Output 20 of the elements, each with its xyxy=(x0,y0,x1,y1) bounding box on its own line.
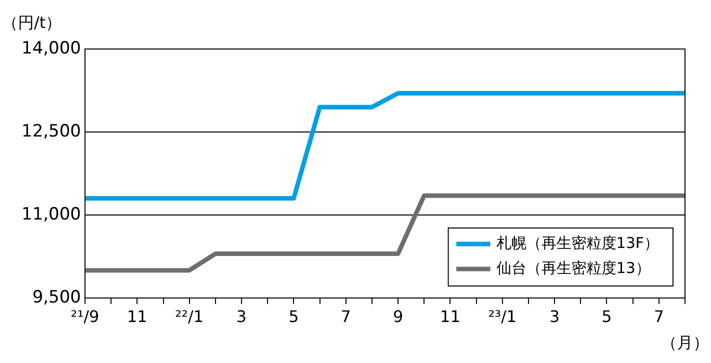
y-tick-label: 14,000 xyxy=(22,38,81,58)
x-tick-label: 7 xyxy=(654,306,664,326)
x-tick-label: ²²/1 xyxy=(175,306,204,326)
x-tick-label: 5 xyxy=(288,306,299,326)
x-tick-label: 3 xyxy=(236,306,247,326)
y-tick-label: 11,000 xyxy=(22,204,81,224)
x-tick-label: 11 xyxy=(126,306,148,326)
x-tick-label: ²³/1 xyxy=(488,306,517,326)
y-tick-label: 12,500 xyxy=(22,121,81,142)
legend-label: 札幌（再生密粒度13F） xyxy=(496,234,660,252)
x-axis-title: （月） xyxy=(661,333,709,352)
x-tick-label: ²¹/9 xyxy=(70,306,100,326)
y-tick-label: 9,500 xyxy=(32,287,81,308)
x-tick-label: 7 xyxy=(340,306,351,326)
x-tick-label: 3 xyxy=(549,306,560,326)
legend-label: 仙台（再生密粒度13） xyxy=(496,258,650,277)
x-tick-label: 9 xyxy=(392,306,404,326)
x-tick-label: 11 xyxy=(440,306,460,326)
y-axis-title: （円/t） xyxy=(2,13,62,32)
x-tick-label: 5 xyxy=(602,306,612,326)
